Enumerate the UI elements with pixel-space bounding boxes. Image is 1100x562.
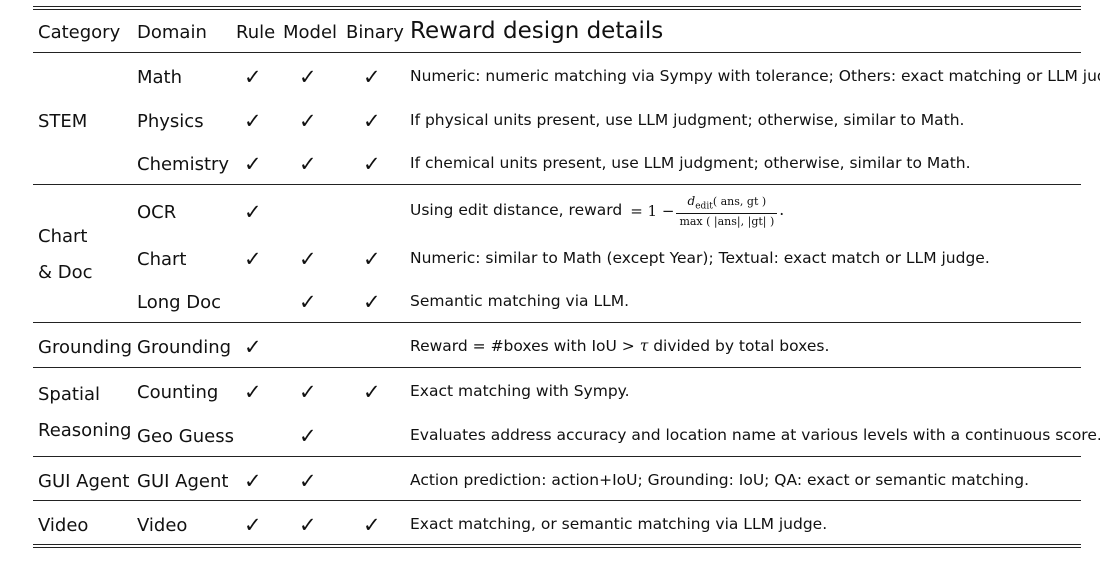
binary-check-icon: ✓ <box>363 513 381 537</box>
rule-check-icon: ✓ <box>244 65 262 89</box>
model-check-icon: ✓ <box>299 247 317 271</box>
reward-design-table: Category Domain Rule Model Binary Reward… <box>33 6 1100 550</box>
rule-check-icon: ✓ <box>244 109 262 133</box>
domain-label: Counting <box>137 382 219 403</box>
numerator-args: ( ans, gt ) <box>712 194 767 208</box>
rule-check-icon: ✓ <box>244 200 262 224</box>
category-label: & Doc <box>38 262 93 283</box>
header-binary: Binary <box>346 22 404 43</box>
model-check-icon: ✓ <box>299 152 317 176</box>
category-label: Grounding <box>38 337 133 358</box>
domain-label: Video <box>137 515 188 536</box>
numerator-sub: edit <box>695 201 713 212</box>
tau-symbol: τ <box>639 337 649 355</box>
domain-label: Grounding <box>137 337 232 358</box>
category-label: Video <box>38 515 89 536</box>
reward-detail: Using edit distance, reward = 1 − dedit(… <box>410 191 784 231</box>
model-check-icon: ✓ <box>299 65 317 89</box>
reward-detail-text: Using edit distance, reward <box>410 201 623 220</box>
bottom-rule <box>33 544 1081 545</box>
category-label: Reasoning <box>38 420 132 441</box>
domain-label: Chemistry <box>137 154 230 175</box>
header-domain: Domain <box>137 22 207 43</box>
domain-label: Geo Guess <box>137 426 234 447</box>
reward-detail: Action prediction: action+IoU; Grounding… <box>410 471 1030 489</box>
category-label: Spatial <box>38 384 100 405</box>
binary-check-icon: ✓ <box>363 247 381 271</box>
model-check-icon: ✓ <box>299 469 317 493</box>
category-label: GUI Agent <box>38 471 130 492</box>
binary-check-icon: ✓ <box>363 65 381 89</box>
model-check-icon: ✓ <box>299 424 317 448</box>
top-rule <box>33 9 1081 10</box>
header-rule: Rule <box>236 22 276 43</box>
model-check-icon: ✓ <box>299 380 317 404</box>
reward-detail: Exact matching, or semantic matching via… <box>410 515 828 533</box>
rule-check-icon: ✓ <box>244 469 262 493</box>
rule-check-icon: ✓ <box>244 152 262 176</box>
category-label: STEM <box>38 111 88 132</box>
group-rule <box>33 322 1081 323</box>
rule-check-icon: ✓ <box>244 380 262 404</box>
model-check-icon: ✓ <box>299 109 317 133</box>
category-label: Chart <box>38 226 88 247</box>
reward-detail: Semantic matching via LLM. <box>410 292 630 310</box>
bottom-rule <box>33 547 1081 548</box>
binary-check-icon: ✓ <box>363 152 381 176</box>
binary-check-icon: ✓ <box>363 109 381 133</box>
domain-label: Physics <box>137 111 204 132</box>
domain-label: Chart <box>137 249 187 270</box>
reward-detail: Exact matching with Sympy. <box>410 382 630 400</box>
group-rule <box>33 367 1081 368</box>
binary-check-icon: ✓ <box>363 290 381 314</box>
reward-detail: Evaluates address accuracy and location … <box>410 426 1100 444</box>
fraction-denominator: max ( |ans|, |gt| ) <box>679 215 775 229</box>
domain-label: Long Doc <box>137 292 222 313</box>
fraction-numerator: dedit( ans, gt ) <box>676 193 778 215</box>
group-rule <box>33 456 1081 457</box>
reward-detail: Numeric: similar to Math (except Year); … <box>410 249 990 267</box>
reward-detail-text: divided by total boxes. <box>653 337 830 355</box>
reward-detail: Numeric: numeric matching via Sympy with… <box>410 67 1100 85</box>
header-rule <box>33 52 1081 53</box>
header-model: Model <box>283 22 338 43</box>
binary-check-icon: ✓ <box>363 380 381 404</box>
group-rule <box>33 184 1081 185</box>
top-rule <box>33 6 1081 7</box>
edit-distance-fraction: dedit( ans, gt ) max ( |ans|, |gt| ) <box>676 193 778 229</box>
rule-check-icon: ✓ <box>244 247 262 271</box>
reward-detail-text: Reward = #boxes with IoU > <box>410 337 635 355</box>
numerator-var: d <box>687 193 696 208</box>
model-check-icon: ✓ <box>299 513 317 537</box>
domain-label: OCR <box>137 202 177 223</box>
header-details: Reward design details <box>410 18 664 44</box>
reward-detail: If physical units present, use LLM judgm… <box>410 111 965 129</box>
reward-detail: If chemical units present, use LLM judgm… <box>410 154 971 172</box>
model-check-icon: ✓ <box>299 290 317 314</box>
header-category: Category <box>38 22 121 43</box>
formula-lhs: = 1 − <box>630 201 675 220</box>
rule-check-icon: ✓ <box>244 513 262 537</box>
domain-label: GUI Agent <box>137 471 229 492</box>
reward-detail: Reward = #boxes with IoU > τ divided by … <box>410 337 830 355</box>
domain-label: Math <box>137 67 183 88</box>
rule-check-icon: ✓ <box>244 335 262 359</box>
formula-end: . <box>779 201 785 220</box>
group-rule <box>33 500 1081 501</box>
